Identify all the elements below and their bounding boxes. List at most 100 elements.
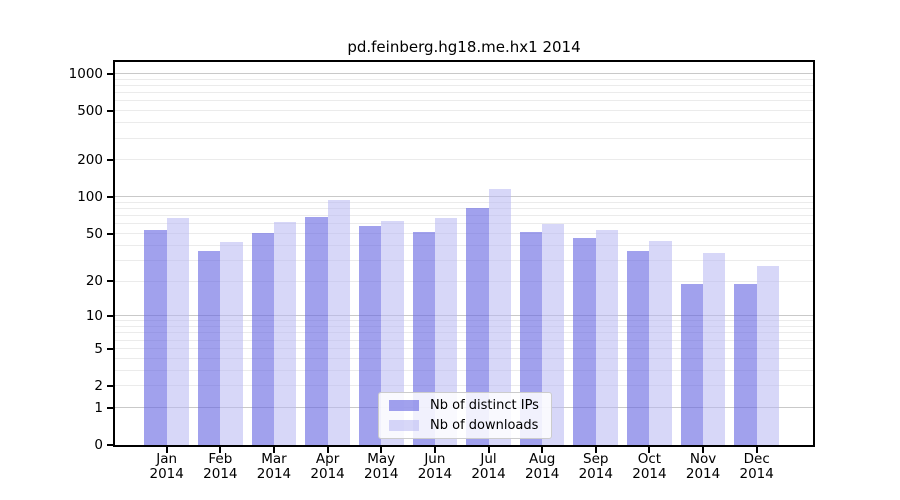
x-tick-year: 2014 bbox=[310, 466, 345, 482]
legend-swatch-downloads bbox=[389, 420, 419, 431]
bar-nb-of-downloads-jul bbox=[488, 188, 511, 445]
x-tick-label: Aug 2014 bbox=[510, 452, 574, 482]
bar-nb-of-downloads-feb bbox=[220, 241, 243, 445]
x-tick-label: Sep 2014 bbox=[564, 452, 628, 482]
x-tick-month: Feb bbox=[208, 451, 233, 467]
x-tick-year: 2014 bbox=[524, 466, 560, 482]
gridline-minor bbox=[115, 232, 813, 234]
gridline-minor bbox=[115, 244, 813, 246]
gridline-minor bbox=[115, 122, 813, 124]
bar-nb-of-downloads-sep bbox=[595, 229, 619, 445]
gridline-minor bbox=[115, 137, 813, 139]
plot-area: Nb of distinct IPs Nb of downloads bbox=[115, 62, 813, 445]
y-tick-mark bbox=[107, 406, 113, 409]
y-tick-label: 100 bbox=[77, 189, 103, 206]
x-tick-year: 2014 bbox=[149, 466, 184, 482]
bar-nb-of-distinct-ips-feb bbox=[198, 251, 221, 445]
y-tick-label: 20 bbox=[85, 273, 103, 290]
gridline-minor bbox=[115, 208, 813, 210]
bar-nb-of-distinct-ips-nov bbox=[680, 284, 704, 445]
x-tick-label: Feb 2014 bbox=[188, 452, 252, 482]
gridline-minor bbox=[115, 280, 813, 282]
gridline-minor bbox=[115, 100, 813, 102]
legend-item-downloads: Nb of downloads bbox=[389, 418, 541, 433]
x-tick-mark bbox=[433, 447, 436, 453]
x-tick-mark bbox=[541, 447, 544, 453]
legend-label-distinct-ips: Nb of distinct IPs bbox=[430, 398, 539, 413]
y-tick-label: 500 bbox=[77, 103, 103, 120]
bar-nb-of-distinct-ips-jun bbox=[412, 231, 435, 445]
x-tick-month: May bbox=[367, 451, 396, 467]
legend-label-downloads: Nb of downloads bbox=[430, 418, 539, 433]
x-tick-month: Mar bbox=[261, 451, 287, 467]
bar-nb-of-downloads-may bbox=[381, 220, 404, 445]
gridline-minor bbox=[115, 110, 813, 112]
x-tick-year: 2014 bbox=[685, 466, 721, 482]
bar-nb-of-downloads-apr bbox=[327, 200, 350, 445]
x-tick-label: Jan 2014 bbox=[135, 452, 199, 482]
bar-nb-of-distinct-ips-sep bbox=[573, 238, 596, 445]
x-tick-label: Mar 2014 bbox=[242, 452, 306, 482]
y-tick-mark bbox=[107, 280, 113, 283]
x-tick-month: Aug bbox=[528, 451, 556, 467]
x-tick-label: Nov 2014 bbox=[671, 452, 735, 482]
bar-nb-of-distinct-ips-jul bbox=[466, 208, 489, 445]
bar-nb-of-distinct-ips-jan bbox=[144, 229, 167, 445]
legend-item-distinct-ips: Nb of distinct IPs bbox=[389, 398, 541, 413]
bar-nb-of-downloads-oct bbox=[649, 240, 672, 445]
chart-title: pd.feinberg.hg18.me.hx1 2014 bbox=[347, 38, 581, 56]
gridline-major bbox=[115, 315, 813, 317]
y-tick-label: 0 bbox=[94, 437, 103, 453]
bar-nb-of-distinct-ips-mar bbox=[251, 232, 274, 445]
y-tick-mark bbox=[107, 444, 113, 446]
y-tick-mark bbox=[107, 159, 113, 162]
gridline-minor bbox=[115, 201, 813, 203]
bar-nb-of-downloads-jun bbox=[434, 218, 458, 445]
bar-nb-of-distinct-ips-dec bbox=[734, 284, 757, 445]
gridline-major bbox=[115, 72, 813, 74]
x-tick-label: May 2014 bbox=[349, 452, 413, 482]
y-tick-mark bbox=[107, 385, 113, 387]
x-tick-mark bbox=[272, 447, 275, 453]
x-tick-month: Jan bbox=[156, 451, 178, 467]
x-tick-mark bbox=[165, 447, 168, 453]
bar-nb-of-distinct-ips-aug bbox=[519, 231, 543, 445]
x-tick-mark bbox=[648, 447, 651, 453]
x-tick-month: Apr bbox=[315, 451, 340, 467]
gridline-minor bbox=[115, 357, 813, 359]
gridline-minor bbox=[115, 339, 813, 341]
x-tick-year: 2014 bbox=[578, 466, 613, 482]
x-tick-label: Jun 2014 bbox=[403, 452, 467, 482]
gridline-minor bbox=[115, 369, 813, 371]
x-tick-month: Sep bbox=[583, 451, 609, 467]
gridline-minor bbox=[115, 92, 813, 94]
x-tick-year: 2014 bbox=[471, 466, 506, 482]
gridline-minor bbox=[115, 78, 813, 80]
x-tick-mark bbox=[380, 447, 383, 453]
gridline-minor bbox=[115, 223, 813, 225]
x-tick-label: Oct 2014 bbox=[617, 452, 681, 482]
x-tick-year: 2014 bbox=[364, 466, 399, 482]
gridline-major bbox=[115, 196, 813, 198]
legend-swatch-distinct-ips bbox=[389, 400, 419, 411]
bar-nb-of-downloads-mar bbox=[273, 221, 297, 445]
bar-nb-of-distinct-ips-oct bbox=[627, 251, 650, 445]
x-tick-mark bbox=[755, 447, 758, 453]
x-tick-mark bbox=[219, 447, 222, 453]
gridline-minor bbox=[115, 320, 813, 322]
y-tick-mark bbox=[107, 72, 113, 75]
x-tick-month: Oct bbox=[637, 451, 662, 467]
x-tick-mark bbox=[326, 447, 329, 453]
x-tick-year: 2014 bbox=[256, 466, 292, 482]
x-tick-month: Jun bbox=[424, 451, 446, 467]
x-tick-mark bbox=[487, 447, 490, 453]
x-tick-year: 2014 bbox=[203, 466, 238, 482]
bar-nb-of-downloads-dec bbox=[756, 266, 779, 445]
gridline-minor bbox=[115, 259, 813, 261]
y-tick-label: 1 bbox=[94, 399, 103, 416]
x-tick-year: 2014 bbox=[417, 466, 453, 482]
x-tick-year: 2014 bbox=[632, 466, 667, 482]
x-tick-mark bbox=[594, 447, 597, 453]
x-tick-year: 2014 bbox=[739, 466, 774, 482]
